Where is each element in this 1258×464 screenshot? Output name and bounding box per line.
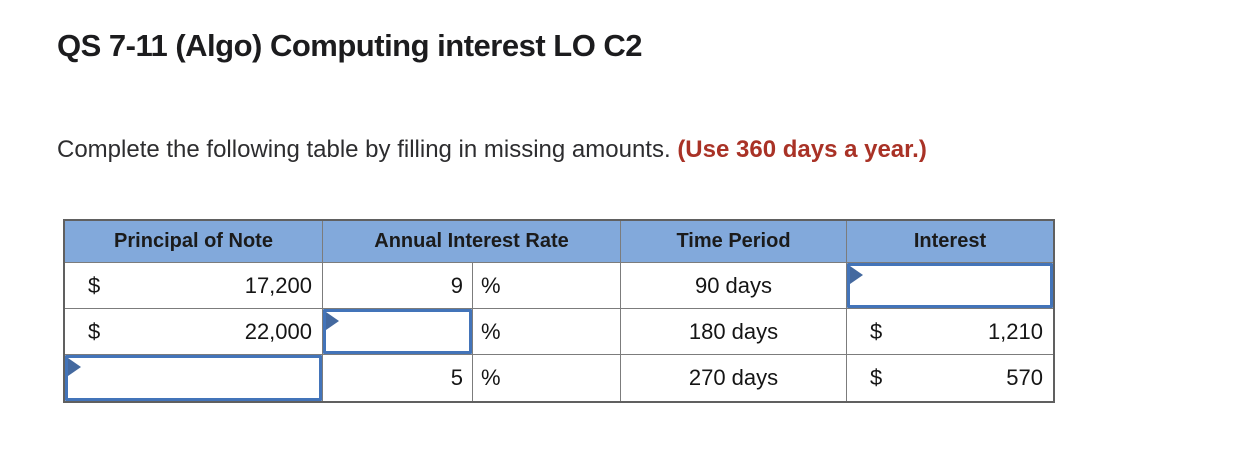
currency-symbol: $ — [88, 272, 101, 298]
interest-table: Principal of Note Annual Interest Rate T… — [63, 219, 1055, 403]
question-title: QS 7-11 (Algo) Computing interest LO C2 — [57, 28, 643, 63]
rate-value-cell-row1: 9 — [323, 263, 473, 309]
interest-input-cell-row1 — [847, 263, 1053, 309]
rate-unit-cell-row1: % — [473, 263, 621, 309]
rate-value: 5 — [450, 365, 463, 390]
header-annual-interest-rate: Annual Interest Rate — [323, 221, 621, 263]
principal-input-cell-row3 — [65, 355, 323, 401]
time-period-cell-row3: 270 days — [621, 355, 847, 401]
header-time-period: Time Period — [621, 221, 847, 263]
interest-amount: 570 — [1006, 365, 1043, 390]
principal-amount: 22,000 — [244, 318, 312, 344]
rate-value-cell-row3: 5 — [323, 355, 473, 401]
time-period-value: 270 days — [688, 365, 779, 390]
instruction-text: Complete the following table by filling … — [57, 134, 927, 166]
instruction-emphasis: (Use 360 days a year.) — [677, 136, 927, 163]
rate-unit-cell-row3: % — [473, 355, 621, 401]
time-period-value: 180 days — [688, 318, 779, 344]
time-period-value: 90 days — [694, 272, 773, 298]
currency-symbol: $ — [88, 318, 101, 344]
rate-unit-cell-row2: % — [473, 309, 621, 355]
principal-cell-row2: $ 22,000 — [65, 309, 323, 355]
time-period-cell-row1: 90 days — [621, 263, 847, 309]
principal-cell-row1: $ 17,200 — [65, 263, 323, 309]
principal-amount: 17,200 — [244, 272, 312, 298]
percent-sign: % — [481, 365, 501, 390]
time-period-cell-row2: 180 days — [621, 309, 847, 355]
interest-input-row1[interactable] — [847, 263, 1053, 308]
percent-sign: % — [481, 272, 501, 298]
interest-cell-row2: $ 1,210 — [847, 309, 1053, 355]
currency-symbol: $ — [870, 365, 883, 390]
instruction-main: Complete the following table by filling … — [57, 136, 678, 163]
currency-symbol: $ — [870, 318, 883, 344]
header-interest: Interest — [847, 221, 1053, 263]
interest-amount: 1,210 — [987, 318, 1043, 344]
header-principal-of-note: Principal of Note — [65, 221, 323, 263]
principal-input-row3[interactable] — [65, 355, 322, 401]
interest-cell-row3: $ 570 — [847, 355, 1053, 401]
percent-sign: % — [481, 318, 501, 344]
rate-value: 9 — [450, 272, 463, 298]
rate-input-row2[interactable] — [323, 309, 472, 354]
rate-input-cell-row2 — [323, 309, 473, 355]
